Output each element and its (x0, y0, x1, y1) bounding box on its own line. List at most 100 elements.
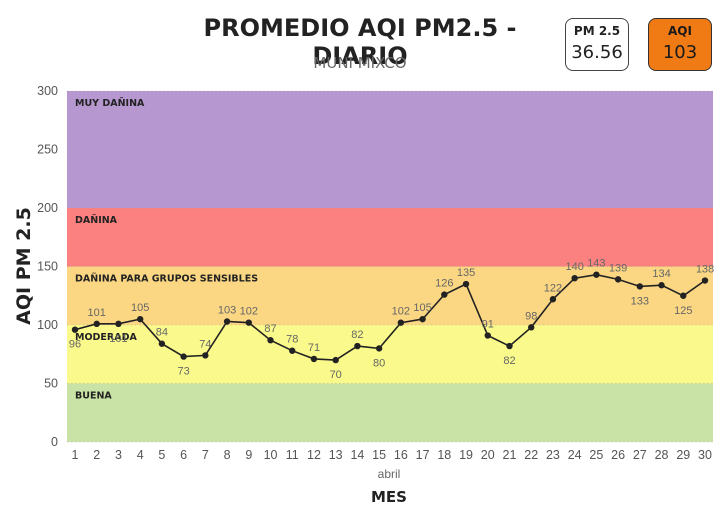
data-label-29: 138 (696, 264, 714, 276)
x-tick-29: 30 (698, 448, 712, 462)
data-label-10: 78 (286, 334, 298, 346)
x-tick-21: 22 (524, 448, 538, 462)
data-label-25: 139 (609, 262, 627, 274)
data-point-7 (223, 318, 231, 325)
data-point-18 (462, 280, 470, 288)
x-tick-10: 11 (286, 448, 299, 462)
data-label-0: 96 (69, 339, 81, 351)
y-tick-3: 150 (37, 260, 58, 274)
data-point-21 (528, 324, 535, 331)
data-label-19: 91 (482, 319, 494, 331)
band-label-3: DAÑINA (75, 215, 118, 226)
data-label-5: 73 (177, 366, 189, 378)
x-tick-1: 2 (93, 448, 100, 462)
x-tick-9: 10 (264, 448, 278, 462)
data-label-18: 135 (457, 267, 475, 279)
data-point-19 (484, 332, 491, 339)
x-axis-sublabel: abril (378, 467, 401, 481)
y-tick-2: 100 (37, 318, 58, 332)
data-point-6 (202, 352, 209, 359)
data-point-17 (441, 291, 448, 298)
x-tick-27: 28 (655, 448, 669, 462)
x-axis-label: MES (371, 488, 407, 506)
x-tick-5: 6 (180, 448, 187, 462)
data-label-22: 122 (544, 282, 562, 294)
data-label-4: 84 (156, 327, 168, 339)
data-point-5 (180, 353, 187, 360)
band-label-4: MUY DAÑINA (75, 98, 145, 109)
pm25-card: PM 2.5 36.56 (565, 18, 629, 71)
aqi-bands: BUENA MODERADA DAÑINA PARA GRUPOS SENSIBLE… (67, 91, 713, 442)
y-tick-1: 50 (44, 377, 58, 391)
data-point-12 (332, 356, 339, 364)
data-point-16 (419, 315, 426, 323)
data-point-0 (71, 326, 79, 333)
data-point-22 (549, 296, 557, 303)
data-label-1: 101 (88, 307, 106, 319)
data-point-10 (289, 347, 296, 354)
data-label-21: 98 (525, 310, 537, 322)
x-tick-2: 3 (115, 448, 122, 462)
chart-title: PROMEDIO AQI PM2.5 - DIARIO (203, 14, 517, 70)
data-label-15: 102 (392, 306, 410, 318)
data-point-2 (115, 320, 122, 328)
y-axis-ticks: 0 50 100 150 200 250 300 (37, 84, 58, 449)
x-tick-24: 25 (589, 448, 603, 462)
x-axis-ticks: 1 2 3 4 5 6 7 8 9 10 11 12 13 14 15 16 17 18 19 20 21 22 23 24 2… (72, 448, 712, 462)
data-point-3 (136, 315, 144, 323)
data-point-14 (375, 345, 383, 352)
band-label-2: DAÑINA PARA GRUPOS SENSIBLES (75, 274, 258, 285)
data-point-1 (93, 320, 100, 328)
data-point-28 (680, 292, 687, 299)
data-point-20 (506, 342, 513, 350)
data-label-8: 102 (240, 306, 258, 318)
aqi-card: AQI 103 (648, 18, 712, 71)
data-label-2: 101 (109, 333, 127, 345)
data-point-4 (158, 340, 166, 347)
data-point-23 (571, 275, 578, 282)
x-tick-17: 18 (437, 448, 451, 462)
data-label-14: 80 (373, 357, 385, 369)
x-tick-14: 15 (372, 448, 386, 462)
x-tick-19: 20 (481, 448, 495, 462)
data-label-16: 105 (413, 302, 431, 314)
x-tick-11: 12 (307, 448, 321, 462)
x-tick-16: 17 (416, 448, 430, 462)
data-label-13: 82 (351, 329, 363, 341)
y-tick-4: 200 (37, 201, 58, 215)
aqi-card-value: 103 (662, 42, 698, 63)
band-label-0: BUENA (75, 391, 112, 402)
x-tick-28: 29 (676, 448, 690, 462)
data-point-29 (701, 277, 709, 284)
x-tick-18: 19 (459, 448, 473, 462)
x-tick-25: 26 (611, 448, 625, 462)
pm25-card-value: 36.56 (571, 42, 623, 63)
data-point-8 (245, 319, 252, 326)
band-label-1: MODERADA (75, 332, 137, 343)
data-label-23: 140 (565, 261, 583, 273)
data-point-13 (354, 342, 361, 350)
x-tick-3: 4 (137, 448, 144, 462)
x-tick-13: 14 (350, 448, 364, 462)
series-line (74, 273, 706, 361)
x-tick-8: 9 (245, 448, 252, 462)
x-tick-12: 13 (329, 448, 343, 462)
band-4 (67, 91, 713, 208)
data-label-24: 143 (587, 258, 605, 270)
y-axis-label: AQI PM 2.5 (13, 207, 35, 325)
data-point-24 (593, 271, 600, 278)
y-tick-0: 0 (51, 435, 58, 449)
data-label-11: 71 (308, 342, 320, 354)
x-tick-26: 27 (633, 448, 647, 462)
data-label-7: 103 (218, 304, 236, 316)
x-tick-6: 7 (202, 448, 209, 462)
data-label-27: 134 (652, 268, 670, 280)
pm25-card-label: PM 2.5 (573, 24, 621, 38)
data-points (71, 271, 709, 364)
data-label-6: 74 (199, 338, 211, 350)
x-tick-20: 21 (503, 448, 517, 462)
data-point-26 (636, 283, 644, 290)
x-tick-0: 1 (72, 448, 79, 462)
